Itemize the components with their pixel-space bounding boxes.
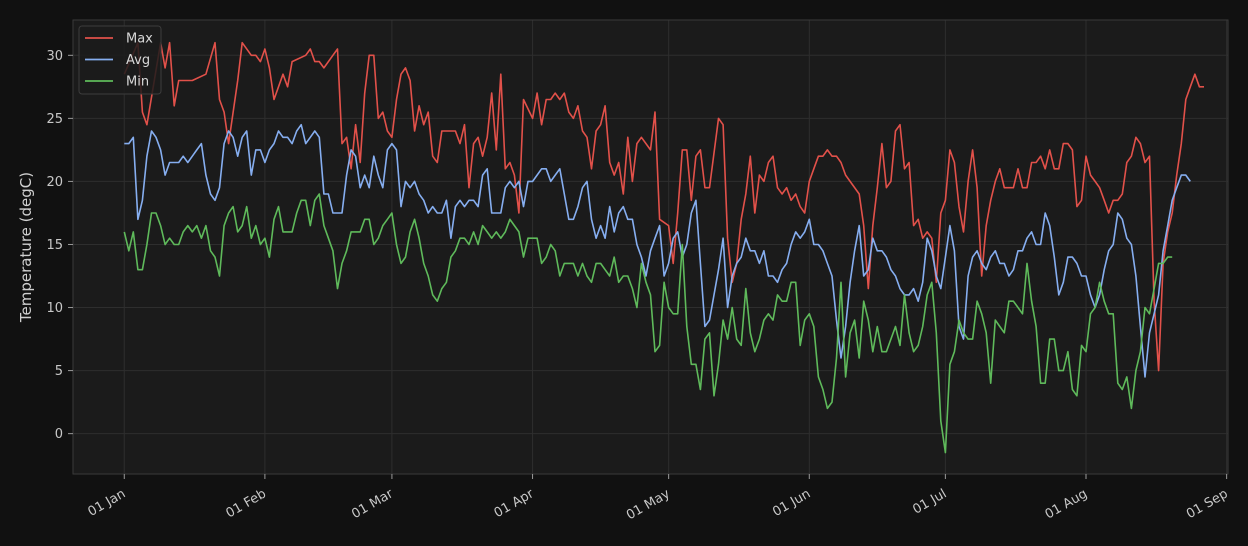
series-line-min xyxy=(123,193,1173,454)
series-line-avg xyxy=(124,123,1191,378)
legend-label-min: Min xyxy=(126,75,149,90)
grid xyxy=(73,20,1228,474)
y-tick-label: 30 xyxy=(46,49,63,64)
x-tick-label: 01 Aug xyxy=(1043,486,1090,522)
y-tick-label: 20 xyxy=(46,175,63,190)
y-tick-label: 15 xyxy=(46,238,63,253)
series-line-max xyxy=(123,41,1204,372)
legend-label-max: Max xyxy=(126,32,153,47)
y-tick-label: 25 xyxy=(46,112,63,127)
x-tick-label: 01 Apr xyxy=(492,486,537,521)
x-tick-label: 01 Feb xyxy=(224,486,269,521)
plot-frame xyxy=(72,19,1229,475)
x-tick-label: 01 Jun xyxy=(770,486,813,519)
legend-label-avg: Avg xyxy=(126,53,150,68)
y-tick-label: 5 xyxy=(55,364,63,379)
x-tick-label: 01 Sep xyxy=(1184,486,1231,522)
x-tick-label: 01 Jul xyxy=(910,486,949,517)
x-tick-label: 01 Jan xyxy=(85,486,128,519)
y-tick-label: 0 xyxy=(55,427,63,442)
legend: Max Avg Min xyxy=(78,25,162,95)
plot-area xyxy=(73,20,1228,474)
x-axis: 01 Jan 01 Feb 01 Mar 01 Apr 01 May 01 Jun 01 J… xyxy=(85,474,1231,523)
x-tick-label: 01 May xyxy=(624,486,673,523)
x-tick-label: 01 Mar xyxy=(349,486,396,522)
series-layer xyxy=(123,41,1204,454)
legend-box xyxy=(78,25,162,95)
y-axis: 0 5 10 15 20 25 30 xyxy=(46,49,73,442)
y-axis-title: Temperature (degC) xyxy=(17,172,35,323)
y-tick-label: 10 xyxy=(46,301,63,316)
